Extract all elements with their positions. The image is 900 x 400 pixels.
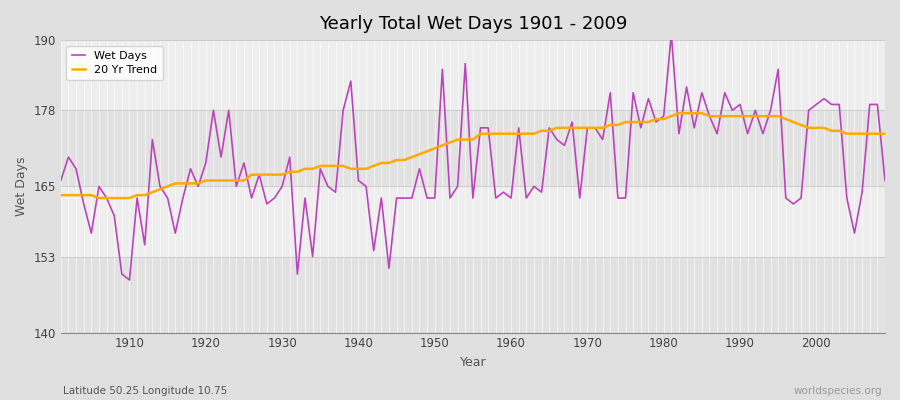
Wet Days — [56, 178, 67, 183]
Legend: Wet Days, 20 Yr Trend: Wet Days, 20 Yr Trend — [67, 46, 163, 80]
X-axis label: Year: Year — [460, 356, 486, 369]
Wet Days — [513, 126, 524, 130]
20 Yr Trend — [338, 164, 348, 168]
Wet Days — [666, 32, 677, 37]
Bar — [61, 186, 885, 256]
Wet Days — [292, 272, 302, 276]
20 Yr Trend — [94, 196, 104, 200]
20 Yr Trend — [292, 169, 302, 174]
20 Yr Trend — [605, 122, 616, 127]
20 Yr Trend — [673, 111, 684, 116]
Y-axis label: Wet Days: Wet Days — [15, 156, 28, 216]
Title: Yearly Total Wet Days 1901 - 2009: Yearly Total Wet Days 1901 - 2009 — [319, 15, 627, 33]
20 Yr Trend — [506, 131, 517, 136]
Wet Days — [338, 108, 348, 113]
Wet Days — [124, 278, 135, 282]
Bar — [61, 256, 885, 332]
Line: 20 Yr Trend: 20 Yr Trend — [61, 113, 885, 198]
Line: Wet Days: Wet Days — [61, 34, 885, 280]
Text: worldspecies.org: worldspecies.org — [794, 386, 882, 396]
Wet Days — [116, 272, 127, 276]
Text: Latitude 50.25 Longitude 10.75: Latitude 50.25 Longitude 10.75 — [63, 386, 227, 396]
Wet Days — [605, 90, 616, 95]
Wet Days — [879, 178, 890, 183]
Bar — [61, 110, 885, 186]
20 Yr Trend — [124, 196, 135, 200]
Bar — [61, 40, 885, 110]
Wet Days — [506, 196, 517, 200]
20 Yr Trend — [879, 131, 890, 136]
20 Yr Trend — [56, 193, 67, 198]
20 Yr Trend — [513, 131, 524, 136]
